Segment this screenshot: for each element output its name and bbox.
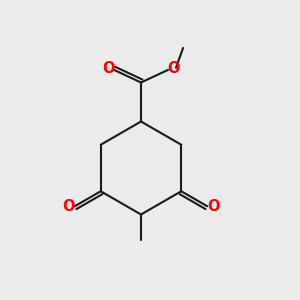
- Text: O: O: [102, 61, 115, 76]
- Text: O: O: [62, 199, 75, 214]
- Text: O: O: [167, 61, 180, 76]
- Text: O: O: [207, 199, 220, 214]
